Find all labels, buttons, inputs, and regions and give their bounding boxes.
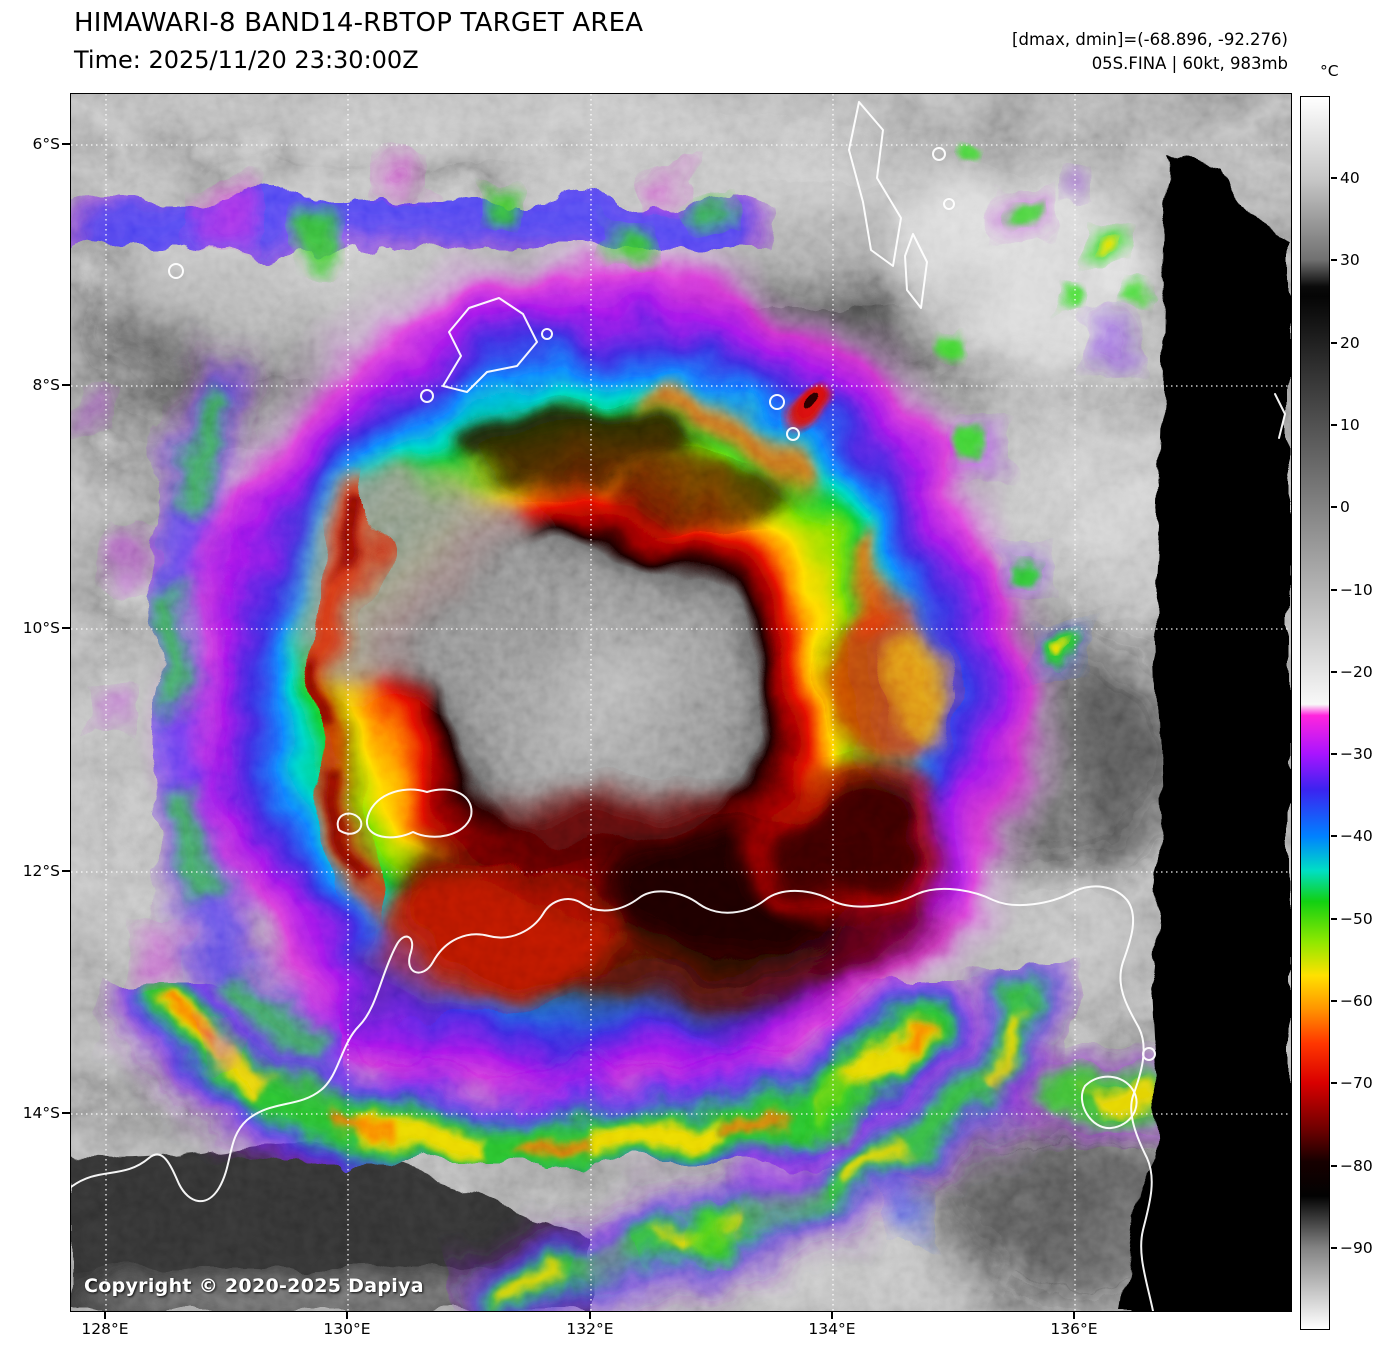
small-island bbox=[769, 394, 785, 410]
small-island bbox=[168, 263, 184, 279]
colorbar-tick-label: −90 bbox=[1331, 1239, 1373, 1257]
coast-fragment bbox=[1274, 393, 1286, 439]
graticule bbox=[71, 94, 1291, 1311]
lat-axis-tick bbox=[62, 143, 70, 145]
image-timestamp: Time: 2025/11/20 23:30:00Z bbox=[74, 46, 419, 74]
lon-axis-tick bbox=[589, 1311, 591, 1319]
satellite-map: Copyright © 2020-2025 Dapiya bbox=[70, 93, 1292, 1312]
colorbar-tick-label: −60 bbox=[1331, 992, 1373, 1010]
image-grain-overlay bbox=[71, 94, 1291, 1311]
colorbar-tick-label: 30 bbox=[1331, 251, 1360, 269]
small-island bbox=[786, 427, 800, 441]
colorbar-tick-label: 10 bbox=[1331, 416, 1360, 434]
lat-axis-label: 6°S bbox=[32, 135, 60, 153]
colorbar-tick-label: −70 bbox=[1331, 1074, 1373, 1092]
colorbar-tick-label: −30 bbox=[1331, 745, 1373, 763]
lon-axis-tick bbox=[831, 1311, 833, 1319]
colorbar-tick-label: −40 bbox=[1331, 827, 1373, 845]
colorbar-tick-label: 20 bbox=[1331, 334, 1360, 352]
lon-axis-label: 136°E bbox=[1050, 1320, 1098, 1338]
lat-axis-tick bbox=[62, 1112, 70, 1114]
lat-axis-tick bbox=[62, 870, 70, 872]
small-island bbox=[932, 147, 946, 161]
colorbar-unit-label: °C bbox=[1320, 62, 1339, 80]
header-right-block: [dmax, dmin]=(-68.896, -92.276) 05S.FINA… bbox=[1012, 28, 1288, 76]
colorbar-tick-label: −50 bbox=[1331, 910, 1373, 928]
lat-axis-label: 14°S bbox=[22, 1104, 60, 1122]
aru-islands-coastline bbox=[848, 101, 902, 267]
tanimbar-islands-coastline bbox=[442, 297, 538, 393]
storm-info-readout: 05S.FINA | 60kt, 983mb bbox=[1091, 53, 1288, 73]
colorbar-tick-label: 40 bbox=[1331, 169, 1360, 187]
no-data-corner bbox=[1131, 1134, 1291, 1311]
image-title: HIMAWARI-8 BAND14-RBTOP TARGET AREA bbox=[74, 8, 644, 38]
australia-coastline bbox=[71, 885, 1154, 1311]
tiwi-islands-coastline bbox=[365, 788, 473, 839]
lon-axis-tick bbox=[104, 1311, 106, 1319]
small-island bbox=[336, 812, 363, 835]
groote-eylandt-coastline bbox=[1080, 1075, 1138, 1130]
colorbar-tick-label: −10 bbox=[1331, 581, 1373, 599]
lat-axis-label: 12°S bbox=[22, 862, 60, 880]
lat-axis-tick bbox=[62, 627, 70, 629]
coastlines bbox=[71, 101, 1286, 1311]
small-island bbox=[1142, 1047, 1156, 1061]
small-island bbox=[541, 328, 553, 340]
temperature-colorbar bbox=[1300, 96, 1330, 1330]
lat-axis-tick bbox=[62, 384, 70, 386]
lon-axis-label: 134°E bbox=[808, 1320, 856, 1338]
lon-axis-label: 128°E bbox=[81, 1320, 129, 1338]
copyright-watermark: Copyright © 2020-2025 Dapiya bbox=[84, 1275, 424, 1297]
dmax-dmin-readout: [dmax, dmin]=(-68.896, -92.276) bbox=[1012, 30, 1288, 49]
small-island bbox=[943, 198, 955, 210]
colorbar-tick-label: 0 bbox=[1331, 498, 1350, 516]
lat-axis-label: 10°S bbox=[22, 619, 60, 637]
lon-axis-tick bbox=[346, 1311, 348, 1319]
kai-islands-coastline bbox=[904, 233, 928, 309]
colorbar-tick-label: −80 bbox=[1331, 1157, 1373, 1175]
lon-axis-label: 130°E bbox=[323, 1320, 371, 1338]
lon-axis-label: 132°E bbox=[566, 1320, 614, 1338]
no-data-region bbox=[1119, 154, 1291, 1311]
lon-axis-tick bbox=[1073, 1311, 1075, 1319]
colorbar-tick-label: −20 bbox=[1331, 663, 1373, 681]
satellite-imagery bbox=[71, 94, 1291, 1311]
lat-axis-label: 8°S bbox=[32, 376, 60, 394]
small-island bbox=[420, 389, 434, 403]
